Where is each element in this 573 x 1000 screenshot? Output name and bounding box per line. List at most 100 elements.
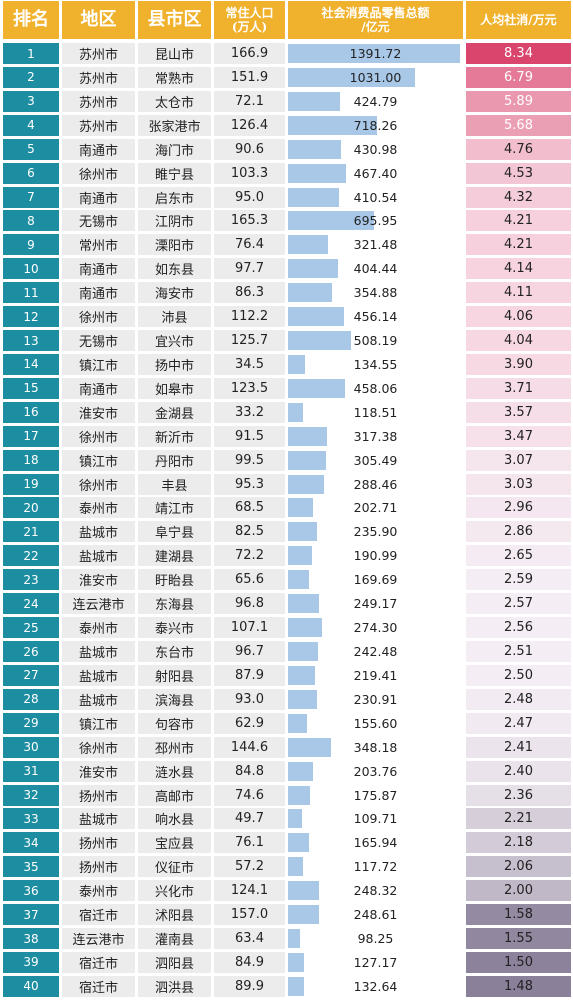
cell-region: 扬州市 xyxy=(62,784,135,806)
cell-per-capita: 4.11 xyxy=(466,282,571,304)
cell-rank: 38 xyxy=(3,928,59,950)
cell-region: 扬州市 xyxy=(62,856,135,878)
sales-bar xyxy=(288,809,302,829)
cell-region: 徐州市 xyxy=(62,473,135,495)
cell-population: 157.0 xyxy=(214,904,285,926)
cell-population: 34.5 xyxy=(214,353,285,375)
cell-rank: 20 xyxy=(3,497,59,519)
sales-bar xyxy=(288,115,377,135)
cell-county: 如东县 xyxy=(138,258,211,280)
header-rank: 排名 xyxy=(3,1,59,39)
cell-per-capita: 3.07 xyxy=(466,449,571,471)
header-region: 地区 xyxy=(62,1,135,39)
sales-bar xyxy=(288,331,351,351)
cell-region: 连云港市 xyxy=(62,928,135,950)
sales-value: 155.60 xyxy=(353,715,398,731)
cell-per-capita: 8.34 xyxy=(466,43,571,64)
cell-rank: 6 xyxy=(3,162,59,184)
cell-sales: 127.17 xyxy=(288,951,463,973)
cell-county: 沛县 xyxy=(138,306,211,328)
sales-value: 317.38 xyxy=(353,428,398,444)
cell-rank: 17 xyxy=(3,425,59,447)
cell-population: 151.9 xyxy=(214,66,285,88)
cell-rank: 1 xyxy=(3,43,59,64)
cell-per-capita: 1.55 xyxy=(466,928,571,950)
sales-bar xyxy=(288,737,332,757)
sales-value: 354.88 xyxy=(353,285,398,301)
cell-sales: 456.14 xyxy=(288,306,463,328)
cell-sales: 109.71 xyxy=(288,808,463,830)
cell-population: 103.3 xyxy=(214,162,285,184)
sales-bar xyxy=(288,402,303,422)
cell-population: 112.2 xyxy=(214,306,285,328)
cell-region: 宿迁市 xyxy=(62,951,135,973)
cell-county: 建湖县 xyxy=(138,545,211,567)
cell-sales: 288.46 xyxy=(288,473,463,495)
cell-per-capita: 3.90 xyxy=(466,353,571,375)
cell-county: 灌南县 xyxy=(138,928,211,950)
cell-rank: 10 xyxy=(3,258,59,280)
sales-bar xyxy=(288,307,345,327)
cell-county: 睢宁县 xyxy=(138,162,211,184)
cell-region: 盐城市 xyxy=(62,808,135,830)
sales-value: 203.76 xyxy=(353,763,398,779)
cell-county: 仪征市 xyxy=(138,856,211,878)
cell-county: 张家港市 xyxy=(138,114,211,136)
cell-county: 江阴市 xyxy=(138,210,211,232)
sales-bar xyxy=(288,474,324,494)
cell-population: 90.6 xyxy=(214,138,285,160)
sales-value: 98.25 xyxy=(357,931,394,947)
cell-population: 49.7 xyxy=(214,808,285,830)
cell-county: 常熟市 xyxy=(138,66,211,88)
cell-population: 126.4 xyxy=(214,114,285,136)
sales-bar xyxy=(288,283,332,303)
sales-bar xyxy=(288,354,305,374)
cell-region: 连云港市 xyxy=(62,593,135,615)
sales-value: 508.19 xyxy=(353,333,398,349)
cell-population: 165.3 xyxy=(214,210,285,232)
sales-value: 175.87 xyxy=(353,787,398,803)
cell-population: 95.0 xyxy=(214,186,285,208)
cell-region: 盐城市 xyxy=(62,521,135,543)
cell-region: 苏州市 xyxy=(62,43,135,64)
sales-bar xyxy=(288,570,309,590)
cell-county: 宝应县 xyxy=(138,832,211,854)
cell-region: 南通市 xyxy=(62,258,135,280)
cell-county: 东台市 xyxy=(138,641,211,662)
cell-sales: 467.40 xyxy=(288,162,463,184)
cell-county: 扬中市 xyxy=(138,353,211,375)
cell-rank: 2 xyxy=(3,66,59,88)
cell-per-capita: 4.04 xyxy=(466,330,571,352)
sales-bar xyxy=(288,211,374,231)
cell-rank: 29 xyxy=(3,712,59,734)
cell-population: 62.9 xyxy=(214,712,285,734)
cell-sales: 430.98 xyxy=(288,138,463,160)
sales-value: 118.51 xyxy=(353,404,398,420)
sales-value: 458.06 xyxy=(353,380,398,396)
cell-population: 72.1 xyxy=(214,90,285,112)
cell-sales: 404.44 xyxy=(288,258,463,280)
cell-county: 新沂市 xyxy=(138,425,211,447)
sales-value: 456.14 xyxy=(353,309,398,325)
cell-population: 96.8 xyxy=(214,593,285,615)
cell-rank: 3 xyxy=(3,90,59,112)
sales-bar xyxy=(288,905,319,925)
cell-rank: 33 xyxy=(3,808,59,830)
cell-county: 兴化市 xyxy=(138,880,211,902)
cell-county: 溧阳市 xyxy=(138,234,211,256)
cell-region: 淮安市 xyxy=(62,401,135,423)
cell-rank: 32 xyxy=(3,784,59,806)
sales-bar xyxy=(288,426,328,446)
cell-population: 91.5 xyxy=(214,425,285,447)
sales-bar xyxy=(288,235,328,255)
sales-value: 109.71 xyxy=(353,811,398,827)
cell-per-capita: 2.59 xyxy=(466,569,571,591)
sales-value: 467.40 xyxy=(353,165,398,181)
cell-rank: 39 xyxy=(3,951,59,973)
cell-per-capita: 3.47 xyxy=(466,425,571,447)
sales-bar xyxy=(288,713,308,733)
cell-per-capita: 2.48 xyxy=(466,688,571,710)
sales-bar xyxy=(288,163,346,183)
cell-population: 76.4 xyxy=(214,234,285,256)
cell-rank: 34 xyxy=(3,832,59,854)
